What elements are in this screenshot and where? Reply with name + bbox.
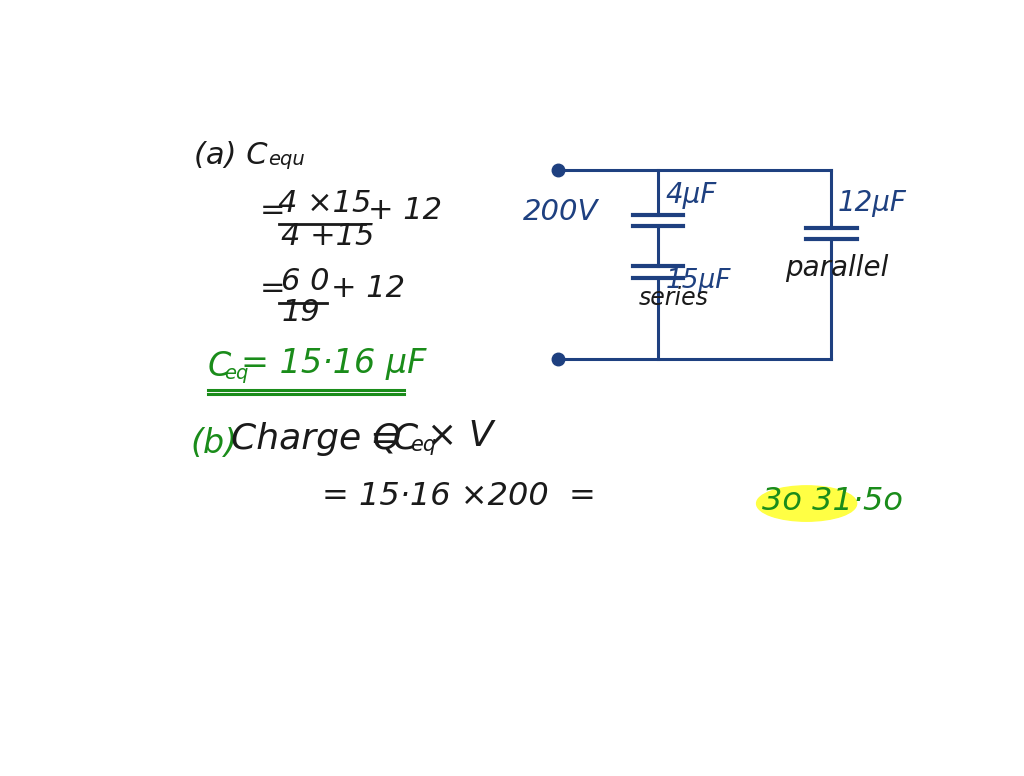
Text: 15μF: 15μF [666,268,731,294]
Text: =: = [260,274,286,303]
Text: 4 +15: 4 +15 [282,222,375,251]
Ellipse shape [757,486,857,521]
Text: + 12: + 12 [331,274,404,303]
Text: 3o 31·5o: 3o 31·5o [762,487,903,518]
Text: eq: eq [410,435,436,456]
Text: Charge Q: Charge Q [230,422,400,456]
Text: = 15·16 ×200  =: = 15·16 ×200 = [322,481,595,512]
Text: eq: eq [223,364,248,383]
Text: C: C [208,351,230,383]
Text: 19: 19 [282,298,321,327]
Text: × V: × V [427,419,494,452]
Text: 4μF: 4μF [666,182,717,210]
Text: + 12: + 12 [368,196,441,224]
Text: (a) C: (a) C [194,141,267,170]
Text: =: = [260,196,286,224]
Text: 4 ×15: 4 ×15 [279,189,372,219]
Text: 12μF: 12μF [838,189,906,217]
Text: (b): (b) [190,428,238,460]
Text: = 15·16 μF: = 15·16 μF [241,347,426,379]
Text: C: C [392,422,418,456]
Text: 6 0: 6 0 [282,267,330,296]
Text: series: series [639,286,709,310]
Text: parallel: parallel [785,255,889,282]
Text: 200V: 200V [523,198,599,226]
Text: =: = [370,422,399,456]
Text: equ: equ [267,150,304,168]
